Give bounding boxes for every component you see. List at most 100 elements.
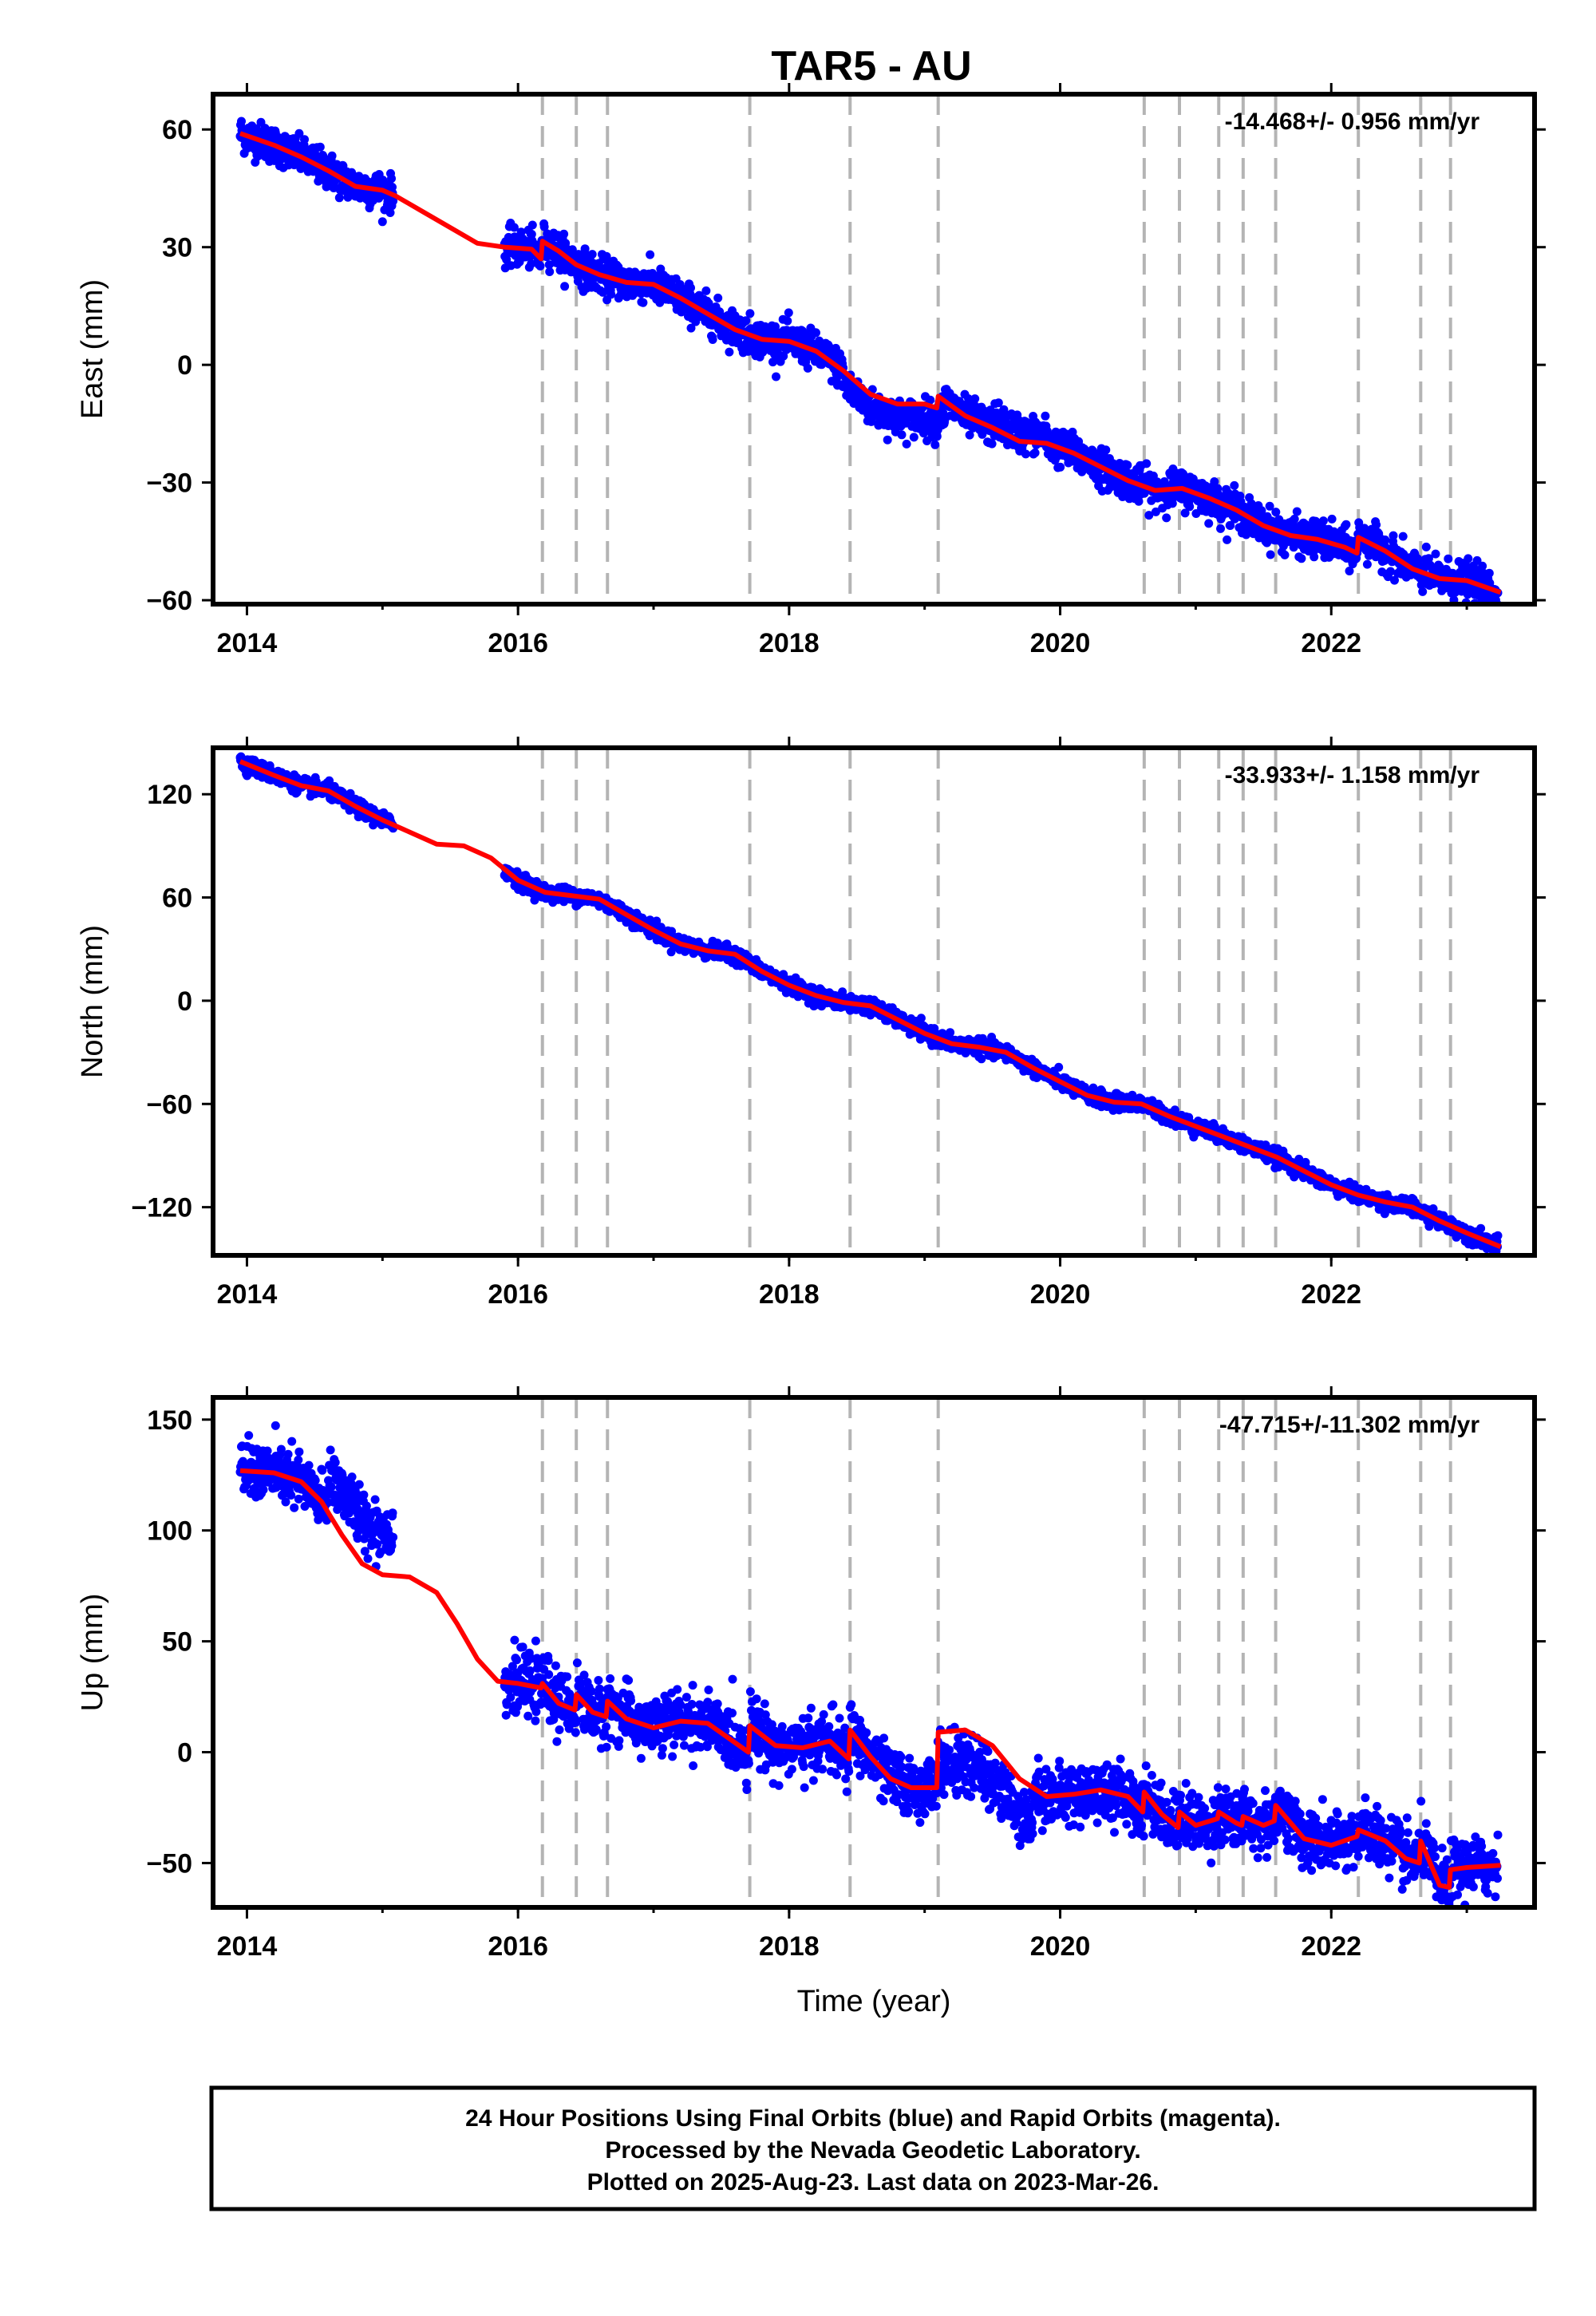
data-point	[1257, 506, 1266, 516]
data-point	[1418, 587, 1428, 596]
data-point	[509, 223, 519, 232]
data-point	[1292, 507, 1302, 516]
data-point	[1223, 535, 1232, 544]
data-point	[902, 439, 911, 449]
data-point	[1188, 474, 1198, 484]
data-point	[946, 1028, 955, 1037]
data-point	[1056, 462, 1065, 472]
data-point	[1041, 411, 1050, 421]
data-point	[1464, 554, 1473, 563]
data-point	[1362, 559, 1372, 569]
data-point	[389, 196, 398, 206]
x-tick-label: 2020	[1030, 628, 1091, 658]
data-point	[926, 395, 935, 405]
data-point	[1271, 508, 1281, 517]
data-point	[1144, 511, 1154, 520]
data-point	[377, 217, 387, 227]
data-point	[1216, 524, 1225, 533]
data-point	[932, 432, 942, 441]
east-plot-frame	[211, 92, 1537, 607]
data-point	[516, 227, 526, 237]
x-tick-label: 2014	[217, 628, 278, 658]
east-data-points	[235, 117, 1503, 604]
y-tick-label: 0	[177, 350, 192, 381]
data-point	[772, 372, 780, 381]
data-point	[725, 347, 734, 357]
data-point	[1280, 550, 1290, 559]
data-point	[334, 193, 344, 203]
data-point	[1266, 550, 1275, 559]
y-tick-label: −30	[146, 468, 192, 499]
north-break-lines	[540, 748, 1452, 1255]
data-point	[1054, 1062, 1064, 1072]
data-point	[1142, 459, 1152, 468]
data-point	[1341, 520, 1351, 529]
data-point	[803, 363, 812, 373]
data-point	[1478, 561, 1487, 571]
data-point	[994, 398, 1003, 408]
data-point	[987, 439, 997, 449]
data-point	[909, 433, 918, 442]
data-point	[294, 128, 304, 138]
data-point	[784, 308, 793, 318]
data-point	[686, 323, 696, 333]
y-tick-label: 30	[162, 233, 192, 263]
data-point	[1372, 520, 1381, 530]
data-point	[1134, 496, 1144, 506]
data-point	[1310, 552, 1319, 562]
data-point	[1318, 516, 1328, 526]
data-point	[930, 440, 940, 449]
data-point	[237, 117, 246, 126]
data-point	[1431, 549, 1440, 559]
data-point	[327, 151, 337, 160]
data-point	[502, 255, 512, 264]
data-point	[300, 135, 309, 144]
data-point	[977, 1054, 986, 1064]
data-point	[1472, 555, 1482, 565]
y-tick-label: 60	[162, 115, 192, 145]
data-point	[713, 293, 723, 302]
data-point	[1421, 542, 1431, 551]
east-panel: 2014 2016 2018 2020 2022 60 30 0 −30 −60 East (mm)…	[76, 83, 1546, 658]
east-model-line	[239, 131, 1502, 595]
data-point	[606, 290, 616, 299]
east-y-axis-label: East (mm)	[76, 279, 109, 419]
data-point	[1424, 554, 1433, 563]
data-point	[1484, 568, 1494, 578]
data-point	[646, 250, 655, 259]
x-tick-label: 2018	[759, 628, 820, 658]
data-point	[1327, 514, 1337, 524]
data-point	[1101, 445, 1111, 455]
data-point	[916, 1014, 926, 1023]
data-point	[701, 286, 711, 295]
data-point	[545, 267, 555, 276]
data-point	[1226, 521, 1235, 530]
data-point	[1444, 554, 1453, 563]
data-point	[1230, 480, 1239, 490]
data-point	[1297, 554, 1306, 563]
data-point	[652, 916, 662, 926]
data-point	[1151, 507, 1160, 516]
data-point	[535, 261, 545, 271]
data-point	[315, 142, 325, 152]
data-point	[741, 316, 751, 326]
data-point	[1167, 499, 1177, 508]
data-point	[1290, 514, 1299, 524]
x-tick-label: 2022	[1301, 628, 1361, 658]
data-point	[1180, 508, 1190, 518]
data-point	[708, 335, 717, 344]
data-point	[1123, 460, 1132, 470]
data-point	[638, 298, 648, 307]
data-point	[325, 776, 334, 785]
data-point	[1265, 501, 1274, 511]
data-point	[1389, 531, 1398, 540]
figure-title: TAR5 - AU	[771, 43, 971, 89]
data-point	[883, 435, 892, 445]
east-velocity-label: -14.468+/- 0.956 mm/yr	[1225, 109, 1480, 135]
y-tick-label: −60	[146, 586, 192, 616]
data-point	[527, 220, 537, 230]
x-tick-label: 2016	[488, 628, 548, 658]
data-point	[783, 316, 792, 326]
